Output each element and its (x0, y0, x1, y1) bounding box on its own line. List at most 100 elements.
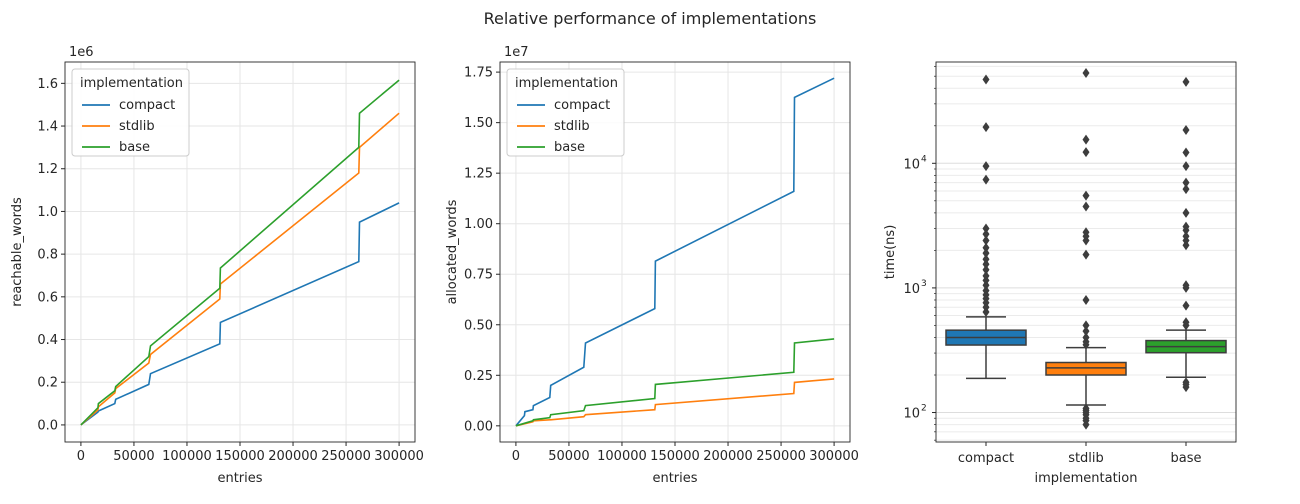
y-tick-label: 10 (903, 407, 920, 422)
y-tick-label: 1.00 (464, 217, 493, 232)
x-tick-label: 250000 (321, 449, 371, 464)
x-tick-label: 300000 (374, 449, 424, 464)
outlier-stdlib (1082, 201, 1090, 212)
legend-label-base: base (119, 140, 150, 155)
legend-label-stdlib: stdlib (119, 119, 155, 134)
y-tick-label: 1.75 (464, 66, 493, 81)
y-tick-label: 1.25 (464, 167, 493, 182)
outlier-base (1182, 147, 1190, 158)
outlier-compact (982, 242, 990, 253)
outlier-stdlib (1082, 403, 1090, 414)
y-offset-label: 1e6 (69, 45, 94, 60)
box-stdlib (1045, 361, 1127, 376)
legend-box (506, 68, 625, 157)
y-tick-label: 1.2 (37, 162, 58, 177)
y-tick-exponent: 4 (921, 154, 927, 164)
series-line-base (515, 338, 835, 427)
outlier-stdlib (1082, 320, 1090, 331)
x-tick-label: base (1171, 451, 1202, 466)
x-tick-label: compact (958, 451, 1014, 466)
y-tick-label: 0.4 (37, 333, 58, 348)
outlier-compact (982, 285, 990, 296)
x-tick-label: 150000 (650, 449, 700, 464)
y-tick-label: 0.0 (37, 418, 58, 433)
outlier-compact (982, 248, 990, 259)
legend-label-compact: compact (119, 98, 175, 113)
legend-title: implementation (515, 76, 618, 91)
y-tick-exponent: 3 (921, 279, 927, 289)
x-tick-label: 50000 (548, 449, 589, 464)
outlier-compact (982, 74, 990, 85)
outlier-compact (982, 223, 990, 234)
reachable-words-chart: 0 50000 100000 150000 200000 250000 300000 0.0 0… (10, 45, 424, 486)
outlier-stdlib (1082, 227, 1090, 238)
x-axis-label: implementation (1034, 471, 1137, 486)
series-line-base (80, 79, 400, 426)
y-tick-label: 0.2 (37, 376, 58, 391)
outlier-base (1182, 161, 1190, 172)
outlier-base (1182, 207, 1190, 218)
outlier-base (1182, 317, 1190, 328)
outlier-stdlib (1082, 332, 1090, 343)
outlier-base (1182, 300, 1190, 311)
outlier-base (1182, 125, 1190, 136)
x-tick-label: 100000 (597, 449, 647, 464)
y-tick-label: 1.4 (37, 120, 58, 135)
outlier-stdlib (1082, 134, 1090, 145)
outlier-base (1182, 377, 1190, 388)
x-axis-label: entries (217, 471, 262, 486)
x-axis-label: entries (652, 471, 697, 486)
outlier-stdlib (1082, 249, 1090, 260)
x-tick-label: 0 (77, 449, 85, 464)
outlier-base (1182, 280, 1190, 291)
y-tick-label: 0.25 (464, 369, 493, 384)
outlier-compact (982, 254, 990, 265)
series-line-compact (80, 202, 400, 426)
y-tick-label: 10 (903, 282, 920, 297)
outlier-stdlib (1082, 147, 1090, 158)
outlier-base (1182, 76, 1190, 87)
y-tick-label: 1.0 (37, 205, 58, 220)
outlier-stdlib (1082, 190, 1090, 201)
x-tick-label: 100000 (162, 449, 212, 464)
x-tick-label: 150000 (215, 449, 265, 464)
outlier-base (1182, 221, 1190, 232)
x-tick-label: 250000 (756, 449, 806, 464)
legend-label-base: base (554, 140, 585, 155)
outlier-compact (982, 270, 990, 281)
y-tick-label: 1.6 (37, 77, 58, 92)
legend-label-stdlib: stdlib (554, 119, 590, 134)
outlier-stdlib (1082, 68, 1090, 79)
y-tick-label: 0.8 (37, 248, 58, 263)
y-axis-label: allocated_words (445, 199, 460, 304)
outlier-compact (982, 122, 990, 133)
outlier-stdlib (1082, 326, 1090, 337)
outlier-base (1182, 177, 1190, 188)
outlier-compact (982, 264, 990, 275)
figure-title: Relative performance of implementations (484, 9, 817, 28)
outlier-base (1182, 231, 1190, 242)
outlier-compact (982, 161, 990, 172)
legend-title: implementation (80, 76, 183, 91)
series-line-compact (515, 77, 835, 427)
x-tick-label: 50000 (113, 449, 154, 464)
y-tick-label: 0.00 (464, 419, 493, 434)
x-tick-label: stdlib (1068, 451, 1104, 466)
y-offset-label: 1e7 (504, 45, 529, 60)
legend-box (71, 68, 190, 157)
outlier-compact (982, 235, 990, 246)
y-axis-label: time(ns) (883, 225, 898, 280)
x-tick-label: 300000 (809, 449, 859, 464)
legend-label-compact: compact (554, 98, 610, 113)
y-tick-label: 0.6 (37, 290, 58, 305)
y-tick-label: 0.75 (464, 268, 493, 283)
x-tick-label: 200000 (268, 449, 318, 464)
y-axis-label: reachable_words (10, 197, 25, 307)
y-tick-label: 0.50 (464, 318, 493, 333)
x-tick-label: 200000 (703, 449, 753, 464)
outlier-compact (982, 174, 990, 185)
outlier-stdlib (1082, 294, 1090, 305)
x-tick-label: 0 (512, 449, 520, 464)
